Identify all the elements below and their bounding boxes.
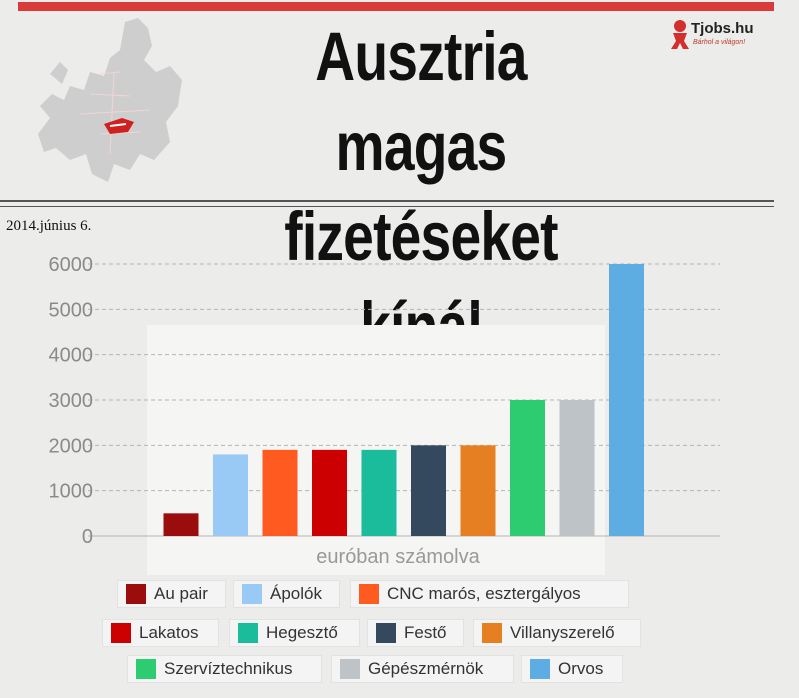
legend-label: Villanyszerelő <box>510 623 615 642</box>
legend-swatch <box>530 659 550 679</box>
bar-6 <box>411 445 446 536</box>
legend-label: Lakatos <box>139 623 199 642</box>
legend-item: Lakatos <box>102 619 219 647</box>
legend-item: CNC marós, esztergályos <box>350 580 629 608</box>
person-logo-icon <box>671 20 689 49</box>
legend-label: Szervíztechnikus <box>164 659 293 678</box>
bar-9 <box>559 400 595 536</box>
header-divider <box>0 200 774 202</box>
europe-map-icon <box>38 18 182 182</box>
legend-swatch <box>126 584 146 604</box>
bar-7 <box>460 445 496 536</box>
legend-item: Au pair <box>117 580 226 608</box>
legend-item: Hegesztő <box>229 619 360 647</box>
bar-8 <box>510 400 545 536</box>
bar-3 <box>262 449 298 536</box>
y-tick-label: 3000 <box>49 390 94 412</box>
salary-bar-chart: 0 1000 2000 3000 4000 5000 6000 euróban számol… <box>49 254 720 575</box>
y-tick-label: 6000 <box>49 254 94 276</box>
legend-label: Festő <box>404 623 447 642</box>
x-axis-label: euróban számolva <box>316 546 480 568</box>
legend-swatch <box>359 584 379 604</box>
bar-2 <box>213 454 248 536</box>
legend-swatch <box>111 623 131 643</box>
legend-label: CNC marós, esztergályos <box>387 584 581 603</box>
legend-swatch <box>238 623 258 643</box>
title-line-1: Ausztria magas <box>315 18 527 185</box>
legend-item: Ápolók <box>233 580 340 608</box>
legend-swatch <box>136 659 156 679</box>
page-title: Ausztria magas fizetéseket kínál <box>233 12 609 372</box>
bar-4 <box>312 449 347 536</box>
brand-tagline: Bárhol a világon! <box>693 39 746 46</box>
legend-swatch <box>482 623 502 643</box>
brand-logo: Tjobs.hu Bárhol a világon! <box>669 17 789 57</box>
legend-item: Villanyszerelő <box>473 619 641 647</box>
top-accent-bar <box>18 2 774 11</box>
legend-swatch <box>376 623 396 643</box>
bar-1 <box>163 513 199 536</box>
publish-date: 2014.június 6. <box>6 218 92 234</box>
y-tick-label: 0 <box>82 526 93 548</box>
legend-item: Orvos <box>521 655 623 683</box>
legend-label: Au pair <box>154 584 208 603</box>
legend-item: Gépészmérnök <box>331 655 514 683</box>
y-tick-label: 5000 <box>49 299 94 321</box>
legend-swatch <box>340 659 360 679</box>
legend-item: Festő <box>367 619 464 647</box>
y-tick-label: 4000 <box>49 345 94 367</box>
header-divider-thin <box>0 206 774 207</box>
legend-swatch <box>242 584 262 604</box>
brand-name: Tjobs.hu <box>691 20 754 37</box>
y-tick-label: 2000 <box>49 435 94 457</box>
bar-5 <box>361 449 397 536</box>
legend-label: Ápolók <box>270 584 322 603</box>
bar-10 <box>609 264 644 536</box>
y-tick-label: 1000 <box>49 481 94 503</box>
legend-label: Hegesztő <box>266 623 338 642</box>
legend-item: Szervíztechnikus <box>127 655 322 683</box>
legend-label: Orvos <box>558 659 604 678</box>
legend-label: Gépészmérnök <box>368 659 484 678</box>
